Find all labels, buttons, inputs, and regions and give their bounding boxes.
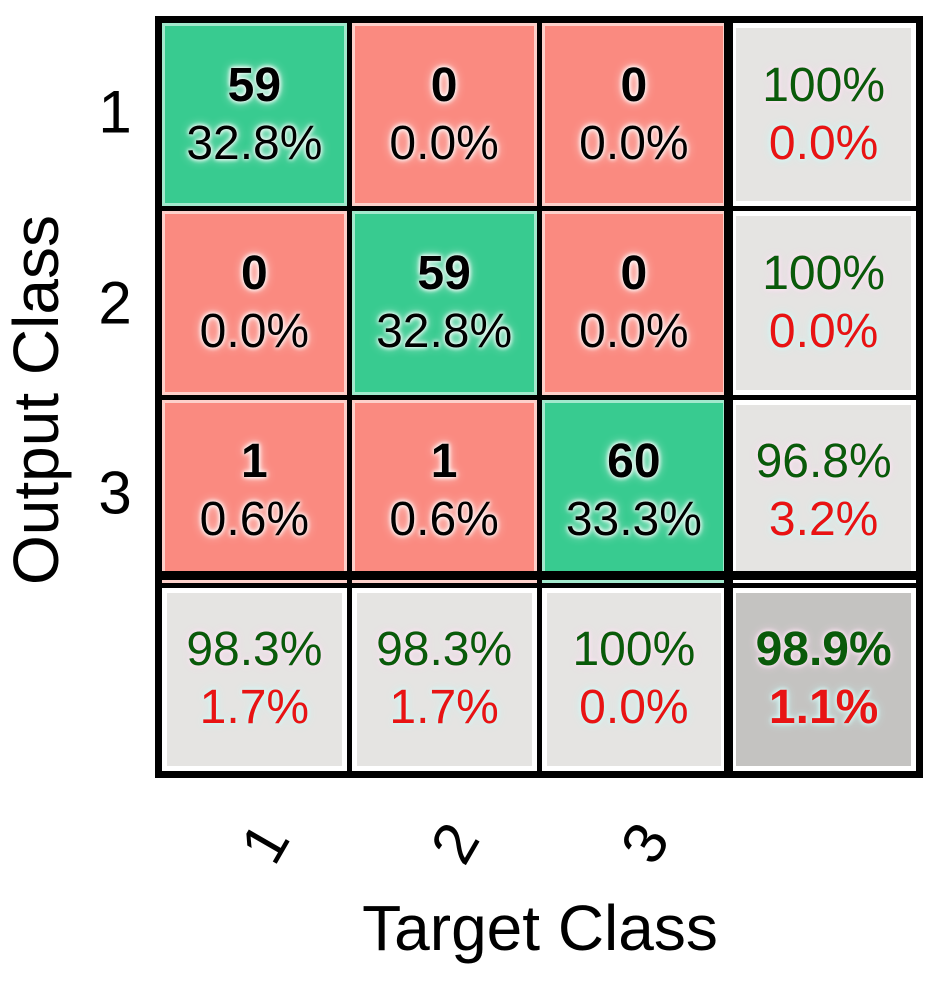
col-recall: 98.3% <box>376 623 513 677</box>
x-axis-title: Target Class <box>362 892 718 964</box>
cell-count: 0 <box>241 246 268 300</box>
cell-output2-target2: 59 32.8% <box>351 211 537 395</box>
col-recall: 98.3% <box>186 623 323 677</box>
col-summary-target1: 98.3% 1.7% <box>162 587 347 771</box>
cell-output2-target3: 0 0.0% <box>541 211 727 395</box>
x-tick-1: 1 <box>227 811 303 875</box>
y-axis-title: Output Class <box>0 215 72 585</box>
cell-percent: 32.8% <box>186 116 323 170</box>
col-error: 0.0% <box>579 681 689 735</box>
cell-count: 59 <box>227 58 282 112</box>
cell-percent: 0.6% <box>199 493 310 547</box>
overall-accuracy-cell: 98.9% 1.1% <box>731 587 916 771</box>
cell-output1-target1: 59 32.8% <box>162 23 347 207</box>
cell-count: 1 <box>430 435 458 489</box>
cell-output1-target2: 0 0.0% <box>351 23 537 207</box>
cell-percent: 32.8% <box>376 304 513 358</box>
col-summary-target3: 100% 0.0% <box>541 587 727 771</box>
cell-output2-target1: 0 0.0% <box>162 211 347 395</box>
cell-output3-target1: 1 0.6% <box>162 399 347 583</box>
summary-separator-vertical <box>724 23 733 771</box>
cell-count: 0 <box>430 58 458 112</box>
col-summary-target2: 98.3% 1.7% <box>351 587 537 771</box>
x-tick-2: 2 <box>417 811 493 875</box>
row-summary-output1: 100% 0.0% <box>731 23 916 207</box>
col-error: 1.7% <box>389 681 499 735</box>
row-summary-output3: 96.8% 3.2% <box>731 399 916 583</box>
cell-count: 0 <box>620 58 648 112</box>
row-precision: 100% <box>762 58 885 112</box>
summary-separator-horizontal <box>162 571 916 580</box>
row-precision: 96.8% <box>755 435 892 489</box>
cell-percent: 0.6% <box>389 493 499 547</box>
y-tick-1: 1 <box>98 78 132 146</box>
cell-percent: 0.0% <box>579 304 689 358</box>
overall-accuracy: 98.9% <box>755 623 892 677</box>
y-tick-2: 2 <box>98 269 132 337</box>
cell-percent: 0.0% <box>579 116 689 170</box>
row-error: 0.0% <box>768 116 879 170</box>
y-tick-3: 3 <box>98 459 132 527</box>
overall-error: 1.1% <box>768 681 879 735</box>
cell-percent: 0.0% <box>199 304 310 358</box>
cell-output3-target2: 1 0.6% <box>351 399 537 583</box>
cell-output1-target3: 0 0.0% <box>541 23 727 207</box>
col-recall: 100% <box>572 623 696 677</box>
cell-count: 59 <box>417 246 471 300</box>
cell-count: 60 <box>607 435 661 489</box>
row-error: 3.2% <box>768 493 879 547</box>
cell-output3-target3: 60 33.3% <box>541 399 727 583</box>
x-tick-3: 3 <box>607 811 683 875</box>
cell-percent: 0.0% <box>389 116 499 170</box>
row-precision: 100% <box>762 246 885 300</box>
confusion-matrix-grid: 59 32.8% 0 0.0% 0 0.0% 100% 0.0% 0 0.0% … <box>155 16 923 778</box>
cell-percent: 33.3% <box>565 493 702 547</box>
cell-count: 1 <box>241 435 268 489</box>
col-error: 1.7% <box>199 681 310 735</box>
row-error: 0.0% <box>768 304 879 358</box>
cell-count: 0 <box>620 246 648 300</box>
row-summary-output2: 100% 0.0% <box>731 211 916 395</box>
